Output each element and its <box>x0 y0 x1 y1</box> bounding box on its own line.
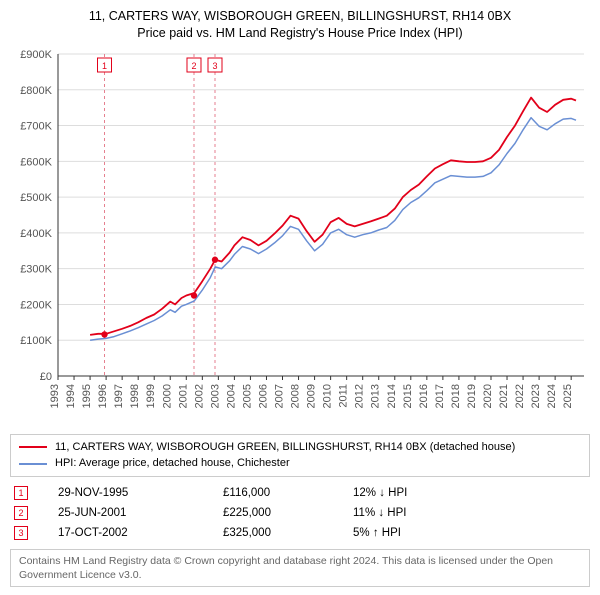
svg-text:2020: 2020 <box>482 384 494 408</box>
svg-text:1999: 1999 <box>145 384 157 408</box>
svg-text:£200K: £200K <box>20 299 52 311</box>
svg-text:2022: 2022 <box>514 384 526 408</box>
sale-delta: 5% ↑ HPI <box>353 527 473 539</box>
legend: 11, CARTERS WAY, WISBOROUGH GREEN, BILLI… <box>10 434 590 477</box>
legend-label: 11, CARTERS WAY, WISBOROUGH GREEN, BILLI… <box>55 439 515 456</box>
svg-text:£700K: £700K <box>20 120 52 132</box>
svg-text:2001: 2001 <box>177 384 189 408</box>
title-line-2: Price paid vs. HM Land Registry's House … <box>10 25 590 42</box>
title-line-1: 11, CARTERS WAY, WISBOROUGH GREEN, BILLI… <box>10 8 590 25</box>
sale-marker-icon: 3 <box>14 526 28 540</box>
legend-label: HPI: Average price, detached house, Chic… <box>55 455 290 472</box>
svg-text:1994: 1994 <box>65 384 77 408</box>
sale-row: 1 29-NOV-1995£116,00012% ↓ HPI <box>10 483 590 503</box>
svg-text:2000: 2000 <box>161 384 173 408</box>
legend-swatch <box>19 463 47 465</box>
svg-text:2004: 2004 <box>225 384 237 408</box>
svg-text:2025: 2025 <box>562 384 574 408</box>
svg-text:2007: 2007 <box>274 384 286 408</box>
svg-text:2002: 2002 <box>193 384 205 408</box>
svg-text:£500K: £500K <box>20 192 52 204</box>
svg-text:£600K: £600K <box>20 156 52 168</box>
sale-date: 25-JUN-2001 <box>58 507 223 519</box>
sales-table: 1 29-NOV-1995£116,00012% ↓ HPI 2 25-JUN-200… <box>10 483 590 543</box>
svg-text:2023: 2023 <box>530 384 542 408</box>
svg-text:2005: 2005 <box>241 384 253 408</box>
svg-text:3: 3 <box>212 61 217 71</box>
sale-delta: 12% ↓ HPI <box>353 487 473 499</box>
svg-text:£900K: £900K <box>20 49 52 61</box>
svg-text:2012: 2012 <box>354 384 366 408</box>
sale-date: 29-NOV-1995 <box>58 487 223 499</box>
svg-text:1: 1 <box>102 61 107 71</box>
svg-text:£100K: £100K <box>20 335 52 347</box>
sale-row: 3 17-OCT-2002£325,0005% ↑ HPI <box>10 523 590 543</box>
svg-text:2: 2 <box>191 61 196 71</box>
svg-text:£800K: £800K <box>20 85 52 97</box>
svg-text:2019: 2019 <box>466 384 478 408</box>
svg-text:2006: 2006 <box>257 384 269 408</box>
sale-marker-icon: 1 <box>14 486 28 500</box>
svg-text:1993: 1993 <box>49 384 61 408</box>
sale-price: £225,000 <box>223 507 353 519</box>
svg-text:2009: 2009 <box>306 384 318 408</box>
svg-text:1996: 1996 <box>97 384 109 408</box>
sale-date: 17-OCT-2002 <box>58 527 223 539</box>
svg-text:£300K: £300K <box>20 263 52 275</box>
sale-marker-icon: 2 <box>14 506 28 520</box>
svg-text:2024: 2024 <box>546 384 558 408</box>
svg-text:2015: 2015 <box>402 384 414 408</box>
svg-text:2018: 2018 <box>450 384 462 408</box>
svg-text:1995: 1995 <box>81 384 93 408</box>
svg-text:2011: 2011 <box>338 384 350 408</box>
price-chart: £0 £100K £200K £300K £400K £500K £600K £700K £80… <box>10 48 590 428</box>
svg-text:£400K: £400K <box>20 228 52 240</box>
sale-delta: 11% ↓ HPI <box>353 507 473 519</box>
svg-text:2010: 2010 <box>322 384 334 408</box>
legend-swatch <box>19 446 47 448</box>
legend-row: HPI: Average price, detached house, Chic… <box>19 455 581 472</box>
footer-attribution: Contains HM Land Registry data © Crown c… <box>10 549 590 587</box>
chart-title-block: 11, CARTERS WAY, WISBOROUGH GREEN, BILLI… <box>10 8 590 42</box>
svg-text:2017: 2017 <box>434 384 446 408</box>
svg-text:2008: 2008 <box>290 384 302 408</box>
sale-row: 2 25-JUN-2001£225,00011% ↓ HPI <box>10 503 590 523</box>
legend-row: 11, CARTERS WAY, WISBOROUGH GREEN, BILLI… <box>19 439 581 456</box>
svg-text:2013: 2013 <box>370 384 382 408</box>
sale-price: £116,000 <box>223 487 353 499</box>
svg-text:2021: 2021 <box>498 384 510 408</box>
svg-text:1997: 1997 <box>113 384 125 408</box>
svg-text:2003: 2003 <box>209 384 221 408</box>
svg-text:2016: 2016 <box>418 384 430 408</box>
sale-price: £325,000 <box>223 527 353 539</box>
svg-text:£0: £0 <box>40 371 52 383</box>
svg-text:1998: 1998 <box>129 384 141 408</box>
svg-text:2014: 2014 <box>386 384 398 408</box>
